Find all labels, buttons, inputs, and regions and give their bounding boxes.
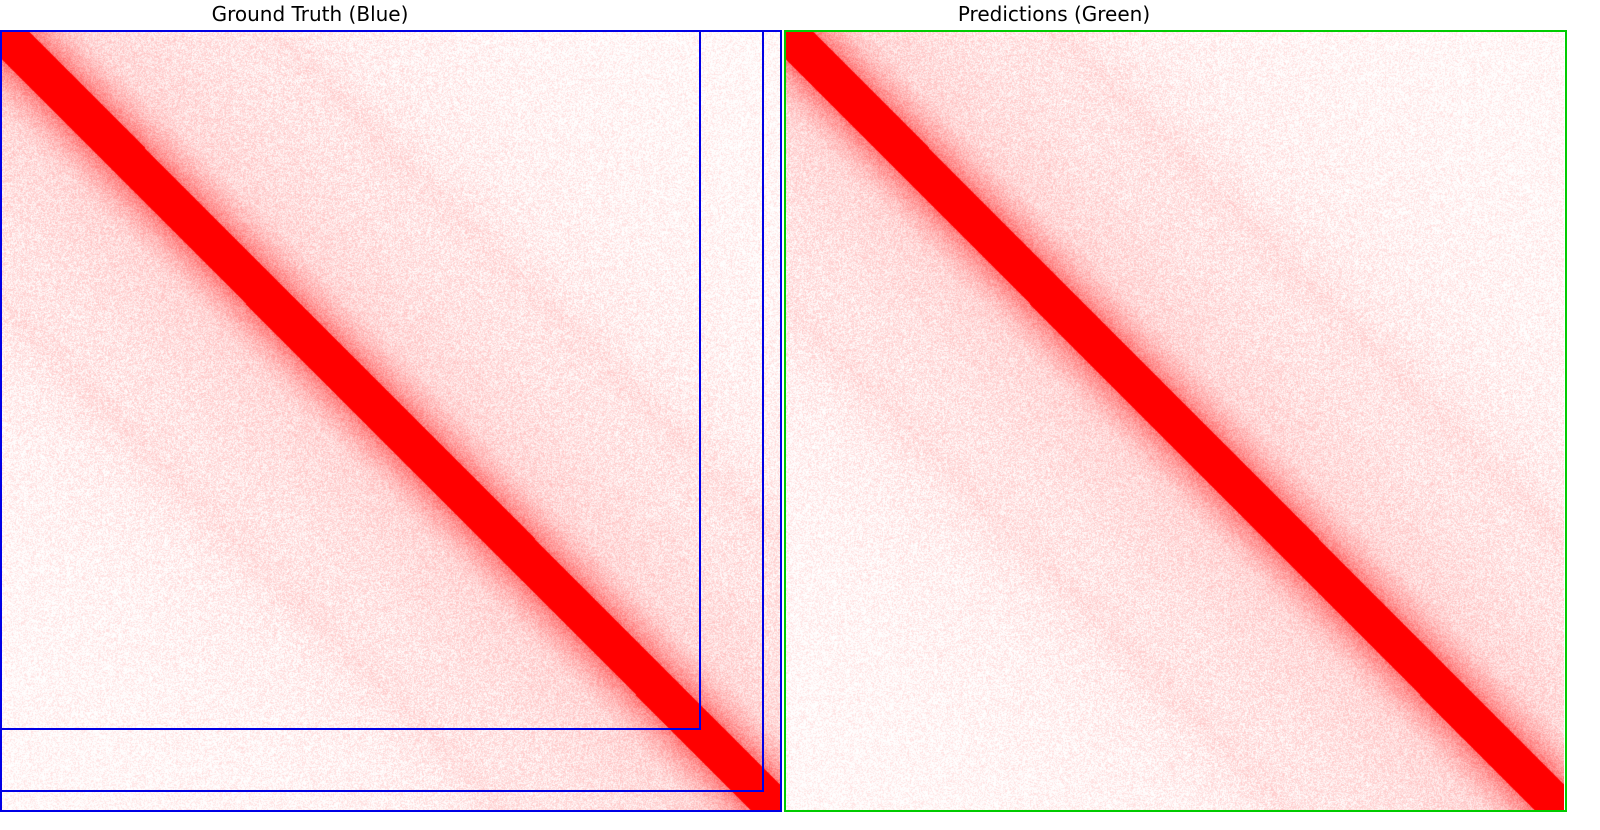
ground-truth-title: Ground Truth (Blue) [211, 2, 409, 26]
predictions-heatmap [784, 30, 1564, 812]
ground-truth-heatmap [0, 30, 780, 812]
predictions-title: Predictions (Green) [957, 2, 1151, 26]
